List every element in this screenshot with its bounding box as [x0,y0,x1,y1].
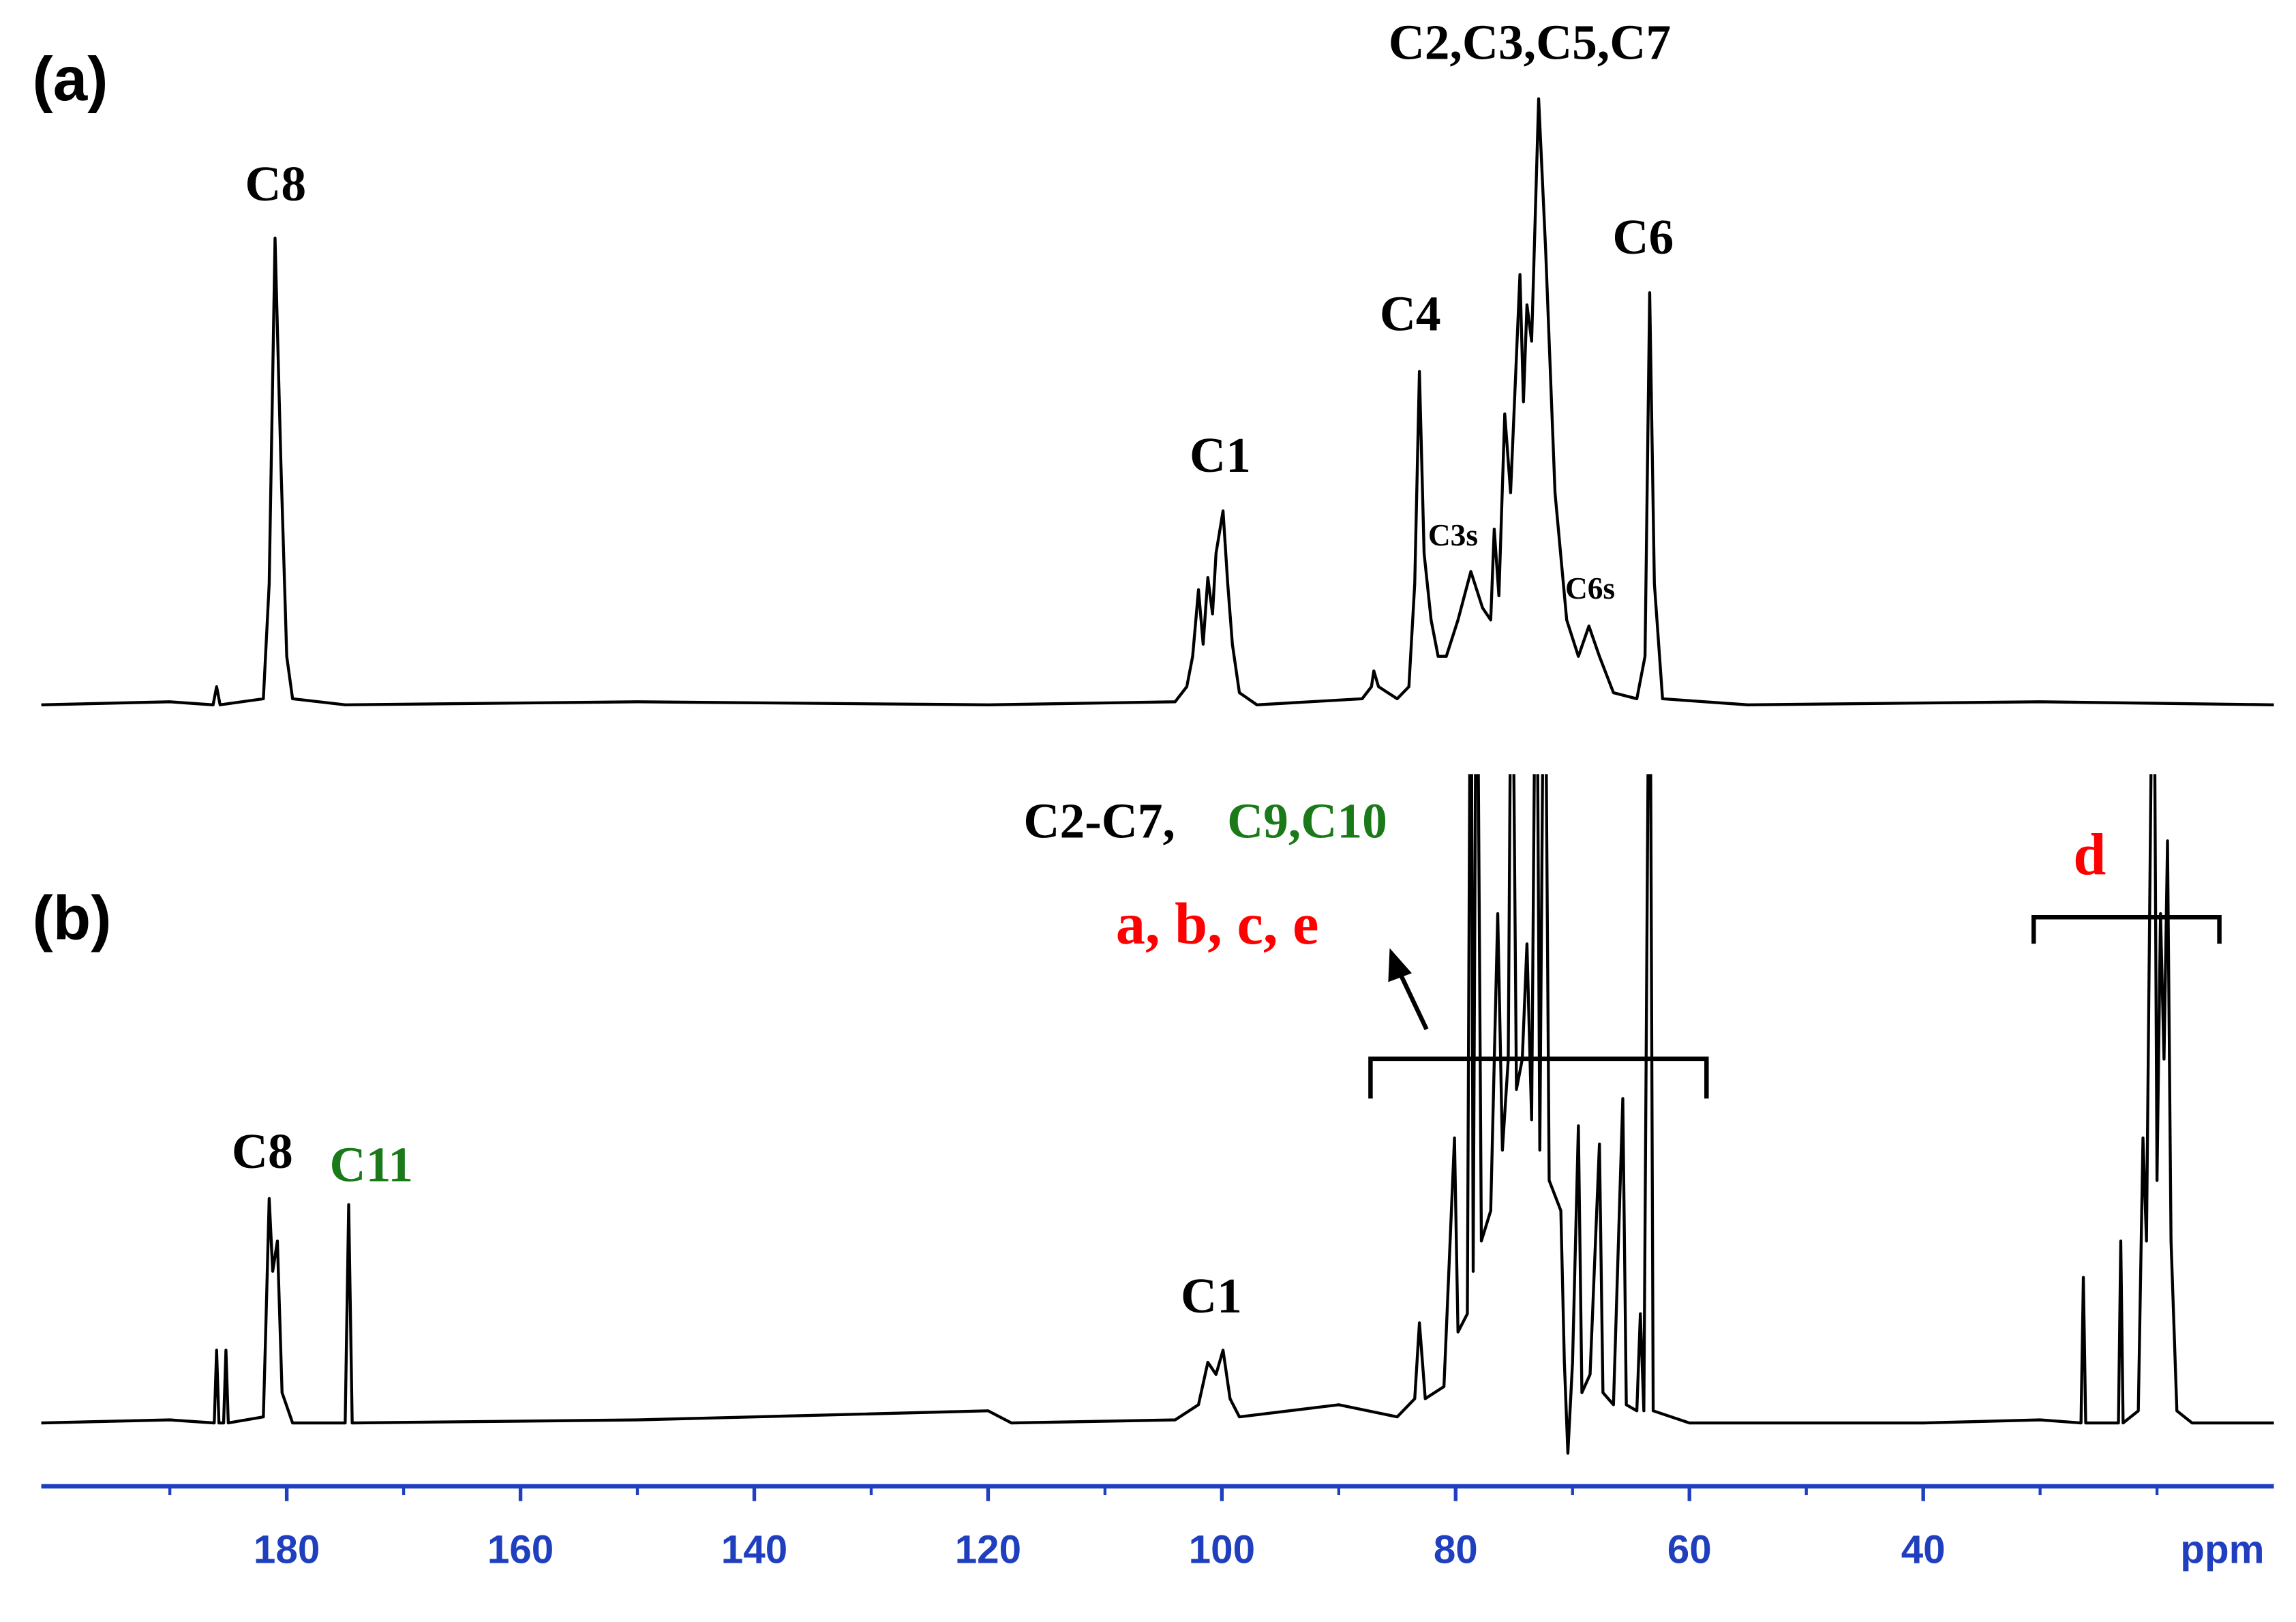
x-tick-label: 120 [955,1527,1021,1572]
x-tick-label: 80 [1434,1527,1478,1572]
arrow [1388,948,1429,1030]
x-tick-label: 180 [254,1527,320,1572]
x-tick-label: 160 [487,1527,554,1572]
annotation: a, b, c, e [1116,891,1319,957]
annotation: C2,C3,C5,C7 [1389,14,1671,70]
bracket-d [2031,914,2222,944]
annotation: C11 [330,1136,414,1192]
spectrum [41,774,2274,1455]
annotation: C9,C10 [1227,792,1387,848]
panel-label: (b) [33,884,112,953]
annotation: C6s [1565,571,1615,605]
annotation: C1 [1190,427,1251,483]
annotation: C1 [1181,1267,1242,1323]
x-tick-label: 140 [721,1527,787,1572]
annotation: C8 [245,155,306,211]
x-tick-label: 40 [1901,1527,1946,1572]
spectrum [41,97,2274,706]
annotation: d [2073,822,2106,887]
panel-label: (a) [33,45,108,114]
annotation: C3s [1428,518,1478,552]
x-axis-label: ppm [2180,1527,2264,1572]
annotation: C8 [232,1123,293,1179]
x-tick-label: 60 [1667,1527,1712,1572]
x-tick-label: 100 [1189,1527,1255,1572]
annotation: C6 [1612,209,1674,265]
annotation: C4 [1380,285,1441,341]
annotation: C2-C7, [1023,792,1175,848]
